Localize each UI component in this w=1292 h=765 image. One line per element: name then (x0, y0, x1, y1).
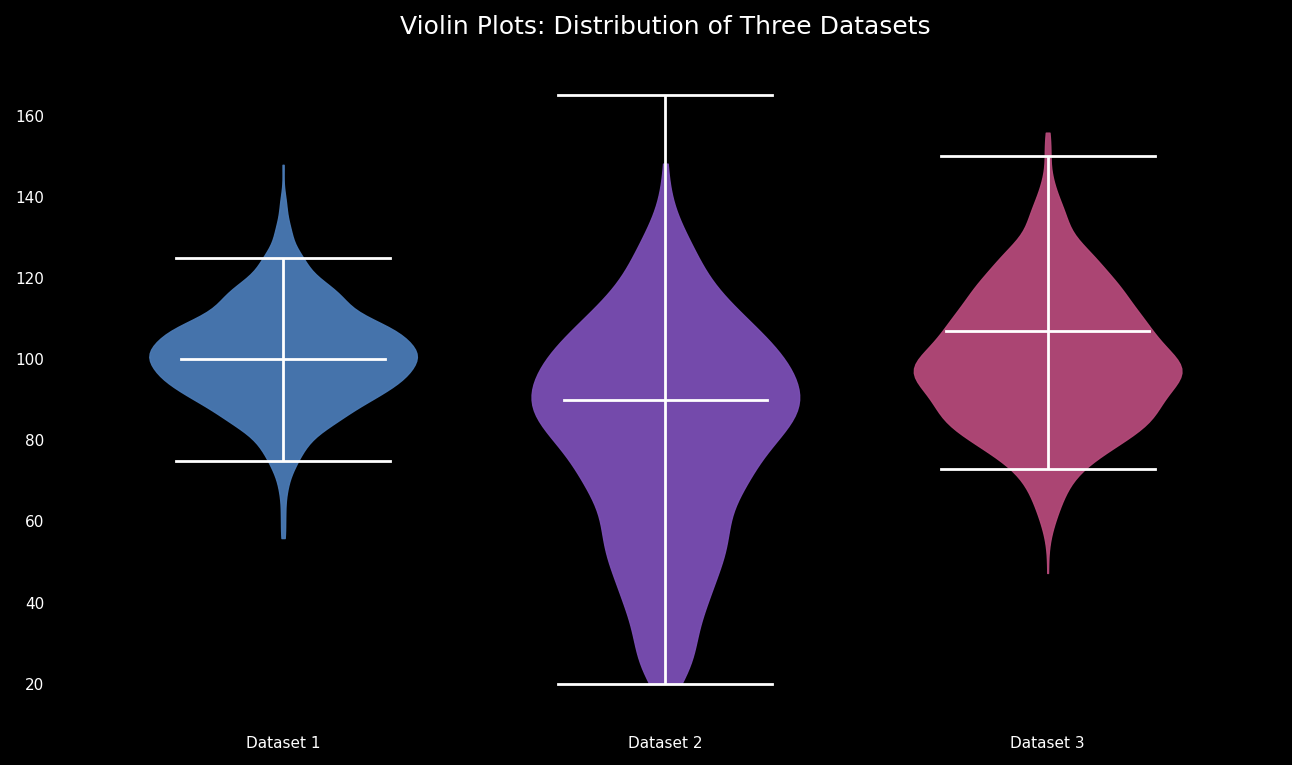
Title: Violin Plots: Distribution of Three Datasets: Violin Plots: Distribution of Three Data… (401, 15, 930, 39)
Text: Dataset 1: Dataset 1 (245, 737, 320, 751)
Text: Dataset 3: Dataset 3 (1010, 737, 1085, 751)
Text: Dataset 2: Dataset 2 (628, 737, 703, 751)
